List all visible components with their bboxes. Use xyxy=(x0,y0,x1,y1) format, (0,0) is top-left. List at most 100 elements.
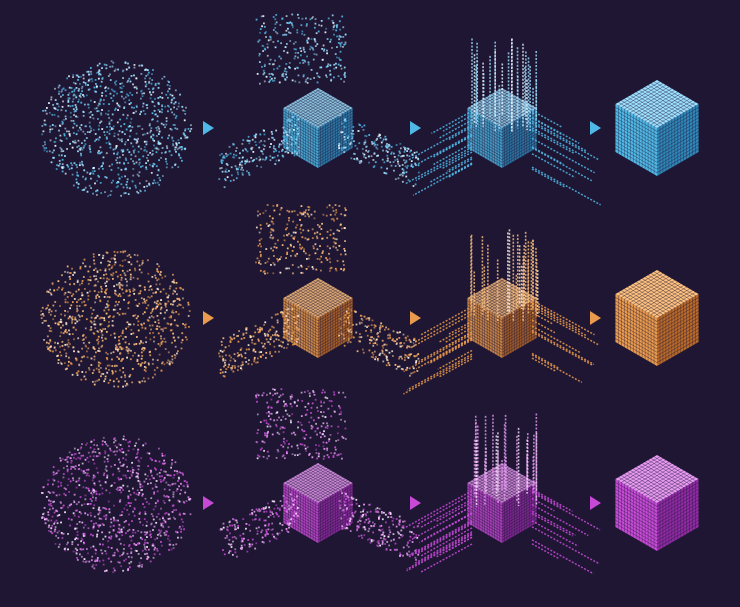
particle xyxy=(88,290,91,293)
particle xyxy=(264,347,267,350)
particle xyxy=(305,24,308,27)
particle xyxy=(67,317,70,320)
particle xyxy=(62,324,64,327)
particle xyxy=(80,154,83,157)
particle xyxy=(271,136,273,139)
particle xyxy=(181,159,183,162)
particle xyxy=(251,146,254,149)
particle xyxy=(106,131,109,133)
particle xyxy=(169,285,172,288)
particle xyxy=(402,169,405,172)
particle xyxy=(218,355,221,358)
particle xyxy=(61,105,64,108)
particle xyxy=(243,337,246,339)
particle xyxy=(224,346,227,349)
particle xyxy=(129,535,132,538)
particle xyxy=(72,74,75,76)
particle xyxy=(110,535,113,538)
particle xyxy=(163,478,165,481)
particle xyxy=(99,367,102,369)
particle xyxy=(55,137,57,140)
particle xyxy=(164,520,167,523)
particle xyxy=(342,36,345,38)
particle xyxy=(318,24,320,27)
particle xyxy=(394,340,397,343)
particle xyxy=(107,195,109,197)
particle xyxy=(138,302,141,305)
particle xyxy=(176,352,178,355)
particle xyxy=(76,146,79,148)
particle xyxy=(184,128,187,131)
particle xyxy=(392,330,395,333)
particle xyxy=(363,513,365,516)
particle xyxy=(156,129,158,132)
particle xyxy=(276,205,278,207)
particle xyxy=(386,151,389,153)
cube-grid xyxy=(636,281,678,307)
particle xyxy=(320,425,323,428)
particle xyxy=(389,336,392,339)
particle xyxy=(130,536,133,538)
particle xyxy=(49,288,52,291)
particle xyxy=(127,162,130,164)
particle xyxy=(81,85,84,88)
particle xyxy=(90,78,93,80)
particle xyxy=(230,174,233,177)
particle xyxy=(94,380,97,383)
particle xyxy=(269,38,272,41)
particle xyxy=(117,348,120,351)
particle xyxy=(273,77,276,80)
particle xyxy=(132,534,134,537)
particle xyxy=(150,82,153,85)
particle xyxy=(105,489,108,492)
particle xyxy=(291,24,294,27)
particle xyxy=(173,113,176,116)
particle xyxy=(117,104,120,107)
particle xyxy=(265,419,268,422)
cube-grid xyxy=(307,283,343,304)
particle xyxy=(372,166,375,169)
particle xyxy=(297,132,300,135)
particle xyxy=(133,508,136,511)
particle xyxy=(123,507,126,510)
particle xyxy=(151,88,154,91)
particle xyxy=(105,514,108,517)
particle xyxy=(344,141,347,144)
particle xyxy=(73,456,75,459)
particle xyxy=(268,412,271,415)
particle xyxy=(127,495,130,498)
particle xyxy=(106,358,109,361)
particle xyxy=(151,73,153,75)
particle xyxy=(80,548,83,551)
particle xyxy=(321,222,323,225)
particle xyxy=(104,306,107,309)
particle xyxy=(81,462,84,465)
particle xyxy=(148,123,151,125)
particle xyxy=(53,479,56,482)
streak xyxy=(407,124,473,161)
particle xyxy=(102,524,105,526)
particle xyxy=(273,340,275,343)
particle xyxy=(251,538,254,541)
particle xyxy=(307,61,310,64)
particle xyxy=(187,128,190,130)
particle xyxy=(286,76,288,79)
cube-grid xyxy=(283,508,319,529)
particle xyxy=(399,174,401,177)
particle xyxy=(171,362,174,364)
particle xyxy=(172,124,175,126)
particle xyxy=(392,337,395,340)
particle xyxy=(67,456,70,458)
particle xyxy=(229,180,232,182)
particle xyxy=(131,94,134,96)
particle xyxy=(247,139,250,142)
particle xyxy=(152,556,155,559)
particle xyxy=(220,167,223,169)
particle xyxy=(49,128,52,131)
particle xyxy=(342,264,345,266)
particle xyxy=(134,267,136,270)
particle xyxy=(269,328,272,331)
particle xyxy=(110,128,113,131)
particle xyxy=(273,138,276,141)
particle xyxy=(70,468,73,470)
